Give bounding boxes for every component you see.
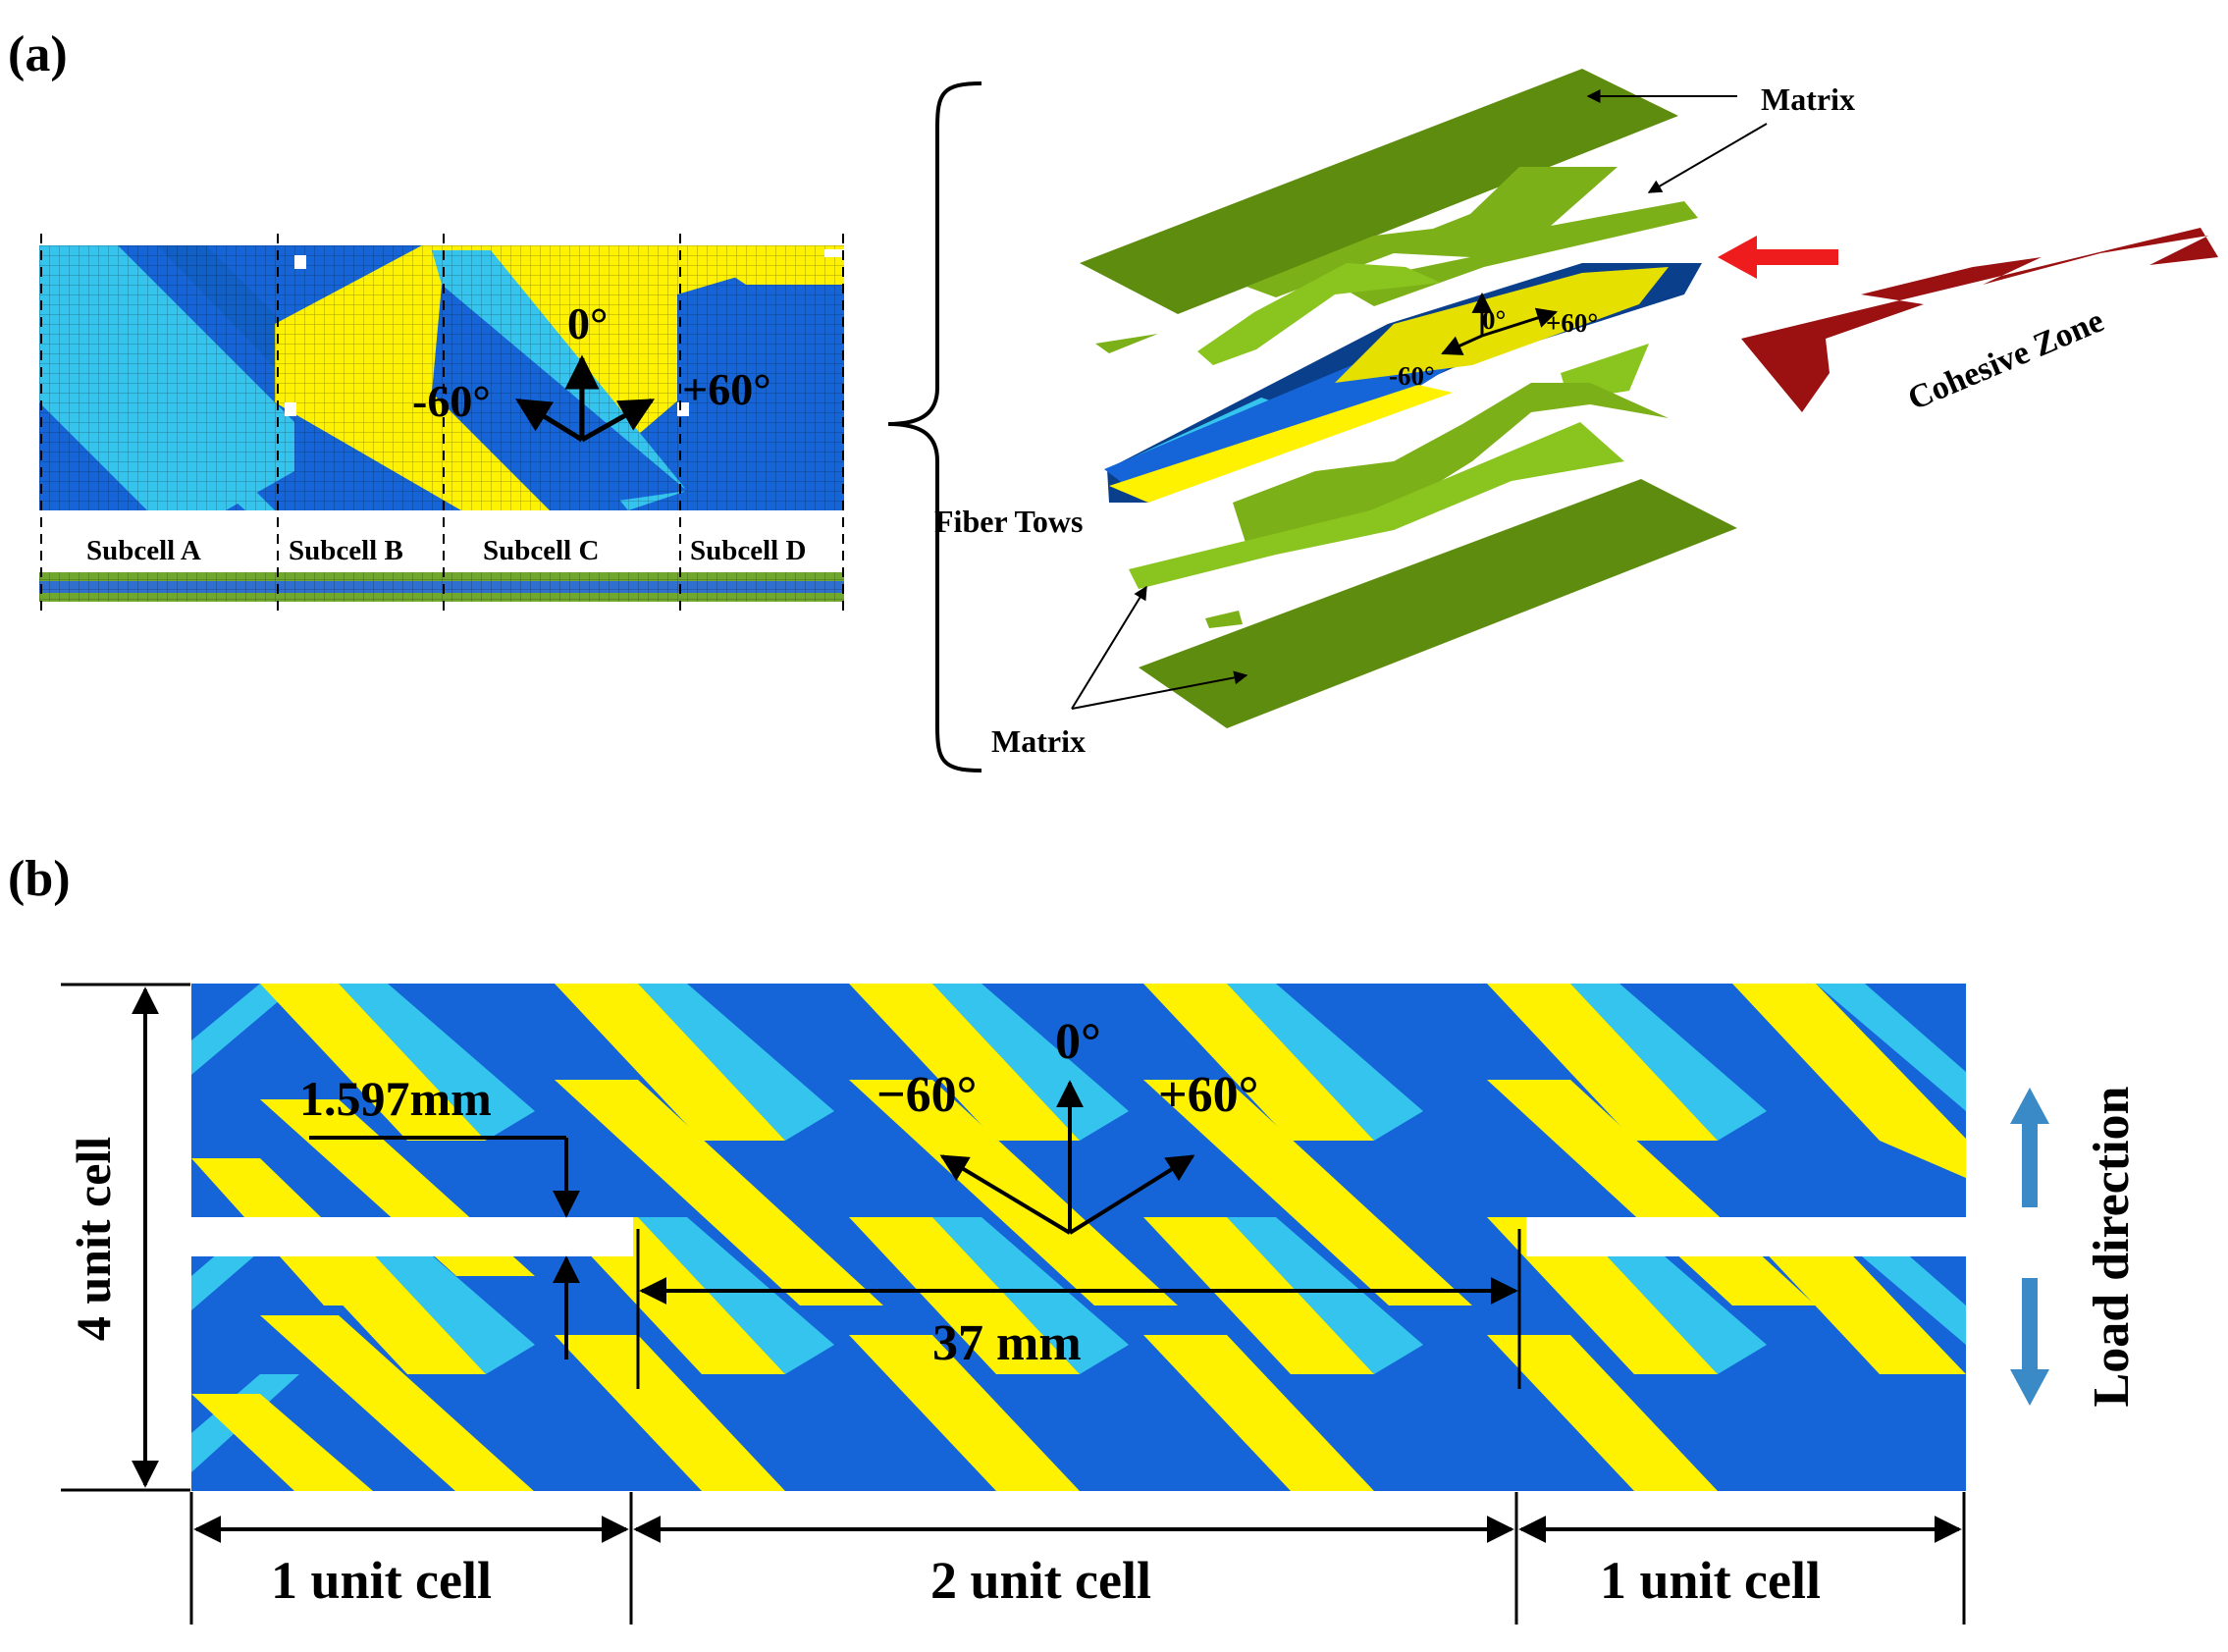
angle-minus60-label-a: -60° (412, 376, 491, 426)
width-ticks (189, 1492, 1966, 1625)
matrix-bottom-label: Matrix (991, 723, 1086, 759)
angle-minus60-label-exploded: -60° (1389, 361, 1435, 391)
angle-0-label-exploded: 0° (1482, 305, 1506, 335)
angle-plus60-label-b: +60° (1158, 1067, 1258, 1123)
angle-0-label-b: 0° (1055, 1014, 1101, 1070)
subcell-a-label: Subcell A (86, 535, 201, 566)
exploded-view (1080, 69, 2218, 728)
subcell-dividers (40, 234, 844, 611)
matrix-binder-pointer (1647, 123, 1768, 193)
matrix-bottom-pointer-a (1071, 585, 1147, 710)
notch-depth-label: 1.597mm (299, 1071, 492, 1126)
panel-a-label: (a) (8, 27, 68, 82)
matrix-binder-lower (1233, 383, 1669, 546)
axis-arrows-a (515, 354, 656, 443)
subcell-b-label: Subcell B (289, 535, 403, 566)
right-notch (1526, 1217, 1966, 1256)
matrix-top-label: Matrix (1761, 81, 1855, 117)
angle-plus60-label-a: +60° (682, 364, 771, 414)
axis-arrows-exploded (1441, 292, 1559, 355)
matrix-binder-upper (1247, 167, 1698, 306)
subcell-d-label: Subcell D (690, 535, 806, 566)
matrix-bottom-pointer-b (1071, 670, 1248, 710)
subcell-mesh (39, 245, 844, 602)
height-label: 4 unit cell (66, 1137, 121, 1341)
load-direction-label: Load direction (2084, 1086, 2140, 1407)
notch-spacing-label: 37 mm (932, 1315, 1082, 1371)
width-label-left: 1 unit cell (271, 1551, 492, 1610)
matrix-bottom-plate (1139, 479, 1737, 728)
width-label-middle: 2 unit cell (930, 1551, 1151, 1610)
angle-minus60-label-b: −60° (876, 1067, 977, 1123)
angle-plus60-label-exploded: +60° (1546, 308, 1598, 338)
red-arrow-icon (1718, 243, 1838, 265)
panel-b-label: (b) (8, 851, 71, 907)
fiber-tow-yellow (1335, 267, 1669, 383)
cohesive-zone-strip (1741, 228, 2218, 412)
cohesive-zone-label: Cohesive Zone (1903, 302, 2109, 417)
load-arrows (2010, 1088, 2049, 1406)
red-arrow-head (1718, 236, 1757, 279)
fiber-tows-label: Fiber Tows (934, 504, 1083, 539)
load-arrow-up-icon (2010, 1088, 2049, 1207)
angle-0-label-a: 0° (567, 298, 608, 348)
specimen-mesh (191, 984, 1966, 1491)
curly-brace (887, 81, 982, 773)
subcell-c-label: Subcell C (483, 535, 599, 566)
load-arrow-down-icon (2010, 1278, 2049, 1406)
matrix-top-plate (1080, 69, 1678, 314)
axis-arrows-b (939, 1080, 1195, 1235)
width-label-right: 1 unit cell (1600, 1551, 1821, 1610)
left-notch (191, 1217, 633, 1256)
